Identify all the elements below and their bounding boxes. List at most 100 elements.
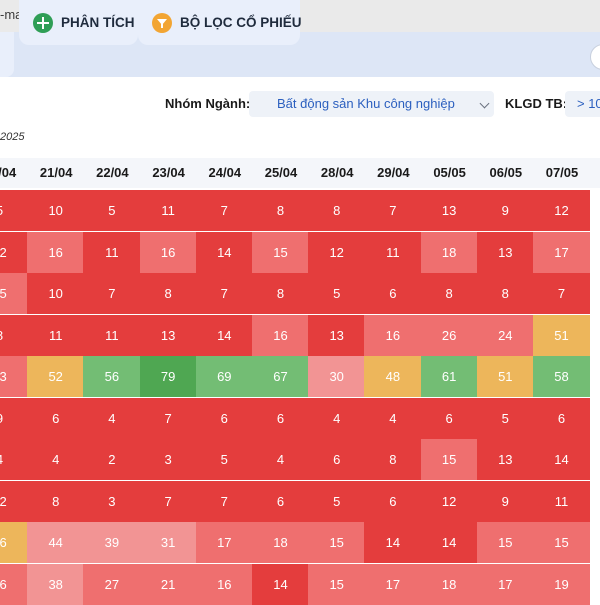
heatmap-cell: 6 [364,480,422,522]
heatmap-cell: 15 [308,522,366,563]
heatmap-cell: 14 [420,522,478,563]
heatmap-cell: 23 [0,356,28,397]
analysis-icon [33,12,53,33]
heatmap-cell: 19 [533,563,590,605]
heatmap-cell: 17 [364,563,422,605]
industry-label: Nhóm Ngành: [165,96,251,111]
heatmap-cell: 7 [195,273,253,314]
heatmap-cell: 18 [420,563,478,605]
heatmap-cell: 9 [476,480,534,522]
date-header-cell: 28/04 [320,165,354,180]
heatmap-cell: 15 [533,522,590,563]
heatmap-cell: 17 [476,563,534,605]
tab-analysis[interactable]: PHÂN TÍCH [19,0,138,45]
heatmap-cell: 13 [420,190,478,231]
tab-analysis-label: PHÂN TÍCH [61,15,135,30]
heatmap-cell: 4 [364,397,422,439]
heatmap-cell: 30 [308,356,366,397]
date-header-cell: 07/05 [545,165,579,180]
heatmap-cell: 26 [420,314,478,356]
heatmap-cell: 7 [83,273,141,314]
industry-select[interactable]: Bất động sản Khu công nghiệp [249,91,494,117]
heatmap-cell: 10 [27,190,85,231]
heatmap-cell: 58 [533,356,590,397]
heatmap-cell: 8 [420,273,478,314]
date-header-cell: 29/04 [377,165,410,180]
heatmap-cell: 46 [0,522,28,563]
heatmap-cell: 51 [533,314,590,356]
heatmap-cell: 15 [476,522,534,563]
heatmap-cell: 12 [533,190,590,231]
heatmap-cell: 16 [364,314,422,356]
heatmap-cell: 5 [308,273,366,314]
chevron-down-icon [479,98,490,109]
heatmap-cell: 13 [308,314,366,356]
heatmap-cell: 7 [195,190,253,231]
heatmap-cell: 8 [252,190,309,231]
volume-select[interactable]: > 10. [565,91,600,117]
heatmap-cell: 7 [364,190,422,231]
heatmap-cell: 79 [139,356,197,397]
heatmap-cell: 14 [252,563,309,605]
date-header-cell: 24/04 [208,165,242,180]
tab-previous-partial[interactable] [0,32,14,77]
heatmap-cell: 16 [252,314,309,356]
heatmap-cell: 8 [252,273,309,314]
heatmap-cell: 9 [0,397,28,439]
date-header-cell: 06/05 [489,165,523,180]
heatmap-cell: 12 [308,231,366,273]
heatmap-cell: 8 [139,273,197,314]
heatmap-cell: 14 [364,522,422,563]
heatmap-cell: 8 [476,273,534,314]
heatmap-cell: 67 [252,356,309,397]
heatmap-cell: 6 [533,397,590,439]
heatmap-cell: 13 [476,231,534,273]
heatmap-cell: 14 [195,231,253,273]
year-fragment: 2025 [0,131,25,143]
heatmap-cell: 52 [27,356,85,397]
heatmap-cell: 15 [308,563,366,605]
volume-label: KLGD TB: [505,96,568,111]
heatmap-cell: 5 [476,397,534,439]
filter-icon [152,12,172,33]
heatmap-cell: 6 [252,397,309,439]
heatmap-cell: 3 [83,480,141,522]
date-header-cell: 25/04 [264,165,298,180]
heatmap-cell: 11 [139,190,197,231]
heatmap-cell: 17 [533,231,590,273]
heatmap-cell: 56 [83,356,141,397]
heatmap-cell: 16 [195,563,253,605]
heatmap-cell: 31 [139,522,197,563]
heatmap-cell: 6 [27,397,85,439]
heatmap-cell: 12 [0,480,28,522]
heatmap-cell: 11 [533,480,590,522]
heatmap-cell: 7 [195,480,253,522]
heatmap-cell: 5 [0,190,28,231]
heatmap-cell: 21 [139,563,197,605]
heatmap-cell: 44 [27,522,85,563]
date-header-cell: 18/04 [0,165,17,180]
heatmap-grid: 5105117887139121216111614151211181317151… [0,190,600,605]
heatmap-cell: 11 [27,314,85,356]
heatmap-cell: 13 [476,439,534,480]
heatmap-cell: 5 [195,439,253,480]
heatmap-cell: 6 [195,397,253,439]
heatmap-cell: 17 [195,522,253,563]
heatmap-cell: 3 [139,439,197,480]
heatmap-cell: 61 [420,356,478,397]
heatmap-cell: 5 [308,480,366,522]
heatmap-cell: 10 [27,273,85,314]
heatmap-cell: 15 [420,439,478,480]
heatmap-cell: 6 [420,397,478,439]
heatmap-cell: 16 [139,231,197,273]
volume-select-value: > 10. [577,96,600,111]
heatmap-cell: 6 [252,480,309,522]
heatmap-cell: 7 [139,397,197,439]
industry-select-value: Bất động sản Khu công nghiệp [277,96,455,111]
heatmap-cell: 4 [308,397,366,439]
tab-stock-filter[interactable]: BỘ LỌC CỔ PHIẾU [138,0,302,45]
heatmap-cell: 38 [27,563,85,605]
heatmap-cell: 12 [420,480,478,522]
date-header-cell: 05/05 [433,165,466,180]
heatmap-cell: 11 [83,314,141,356]
